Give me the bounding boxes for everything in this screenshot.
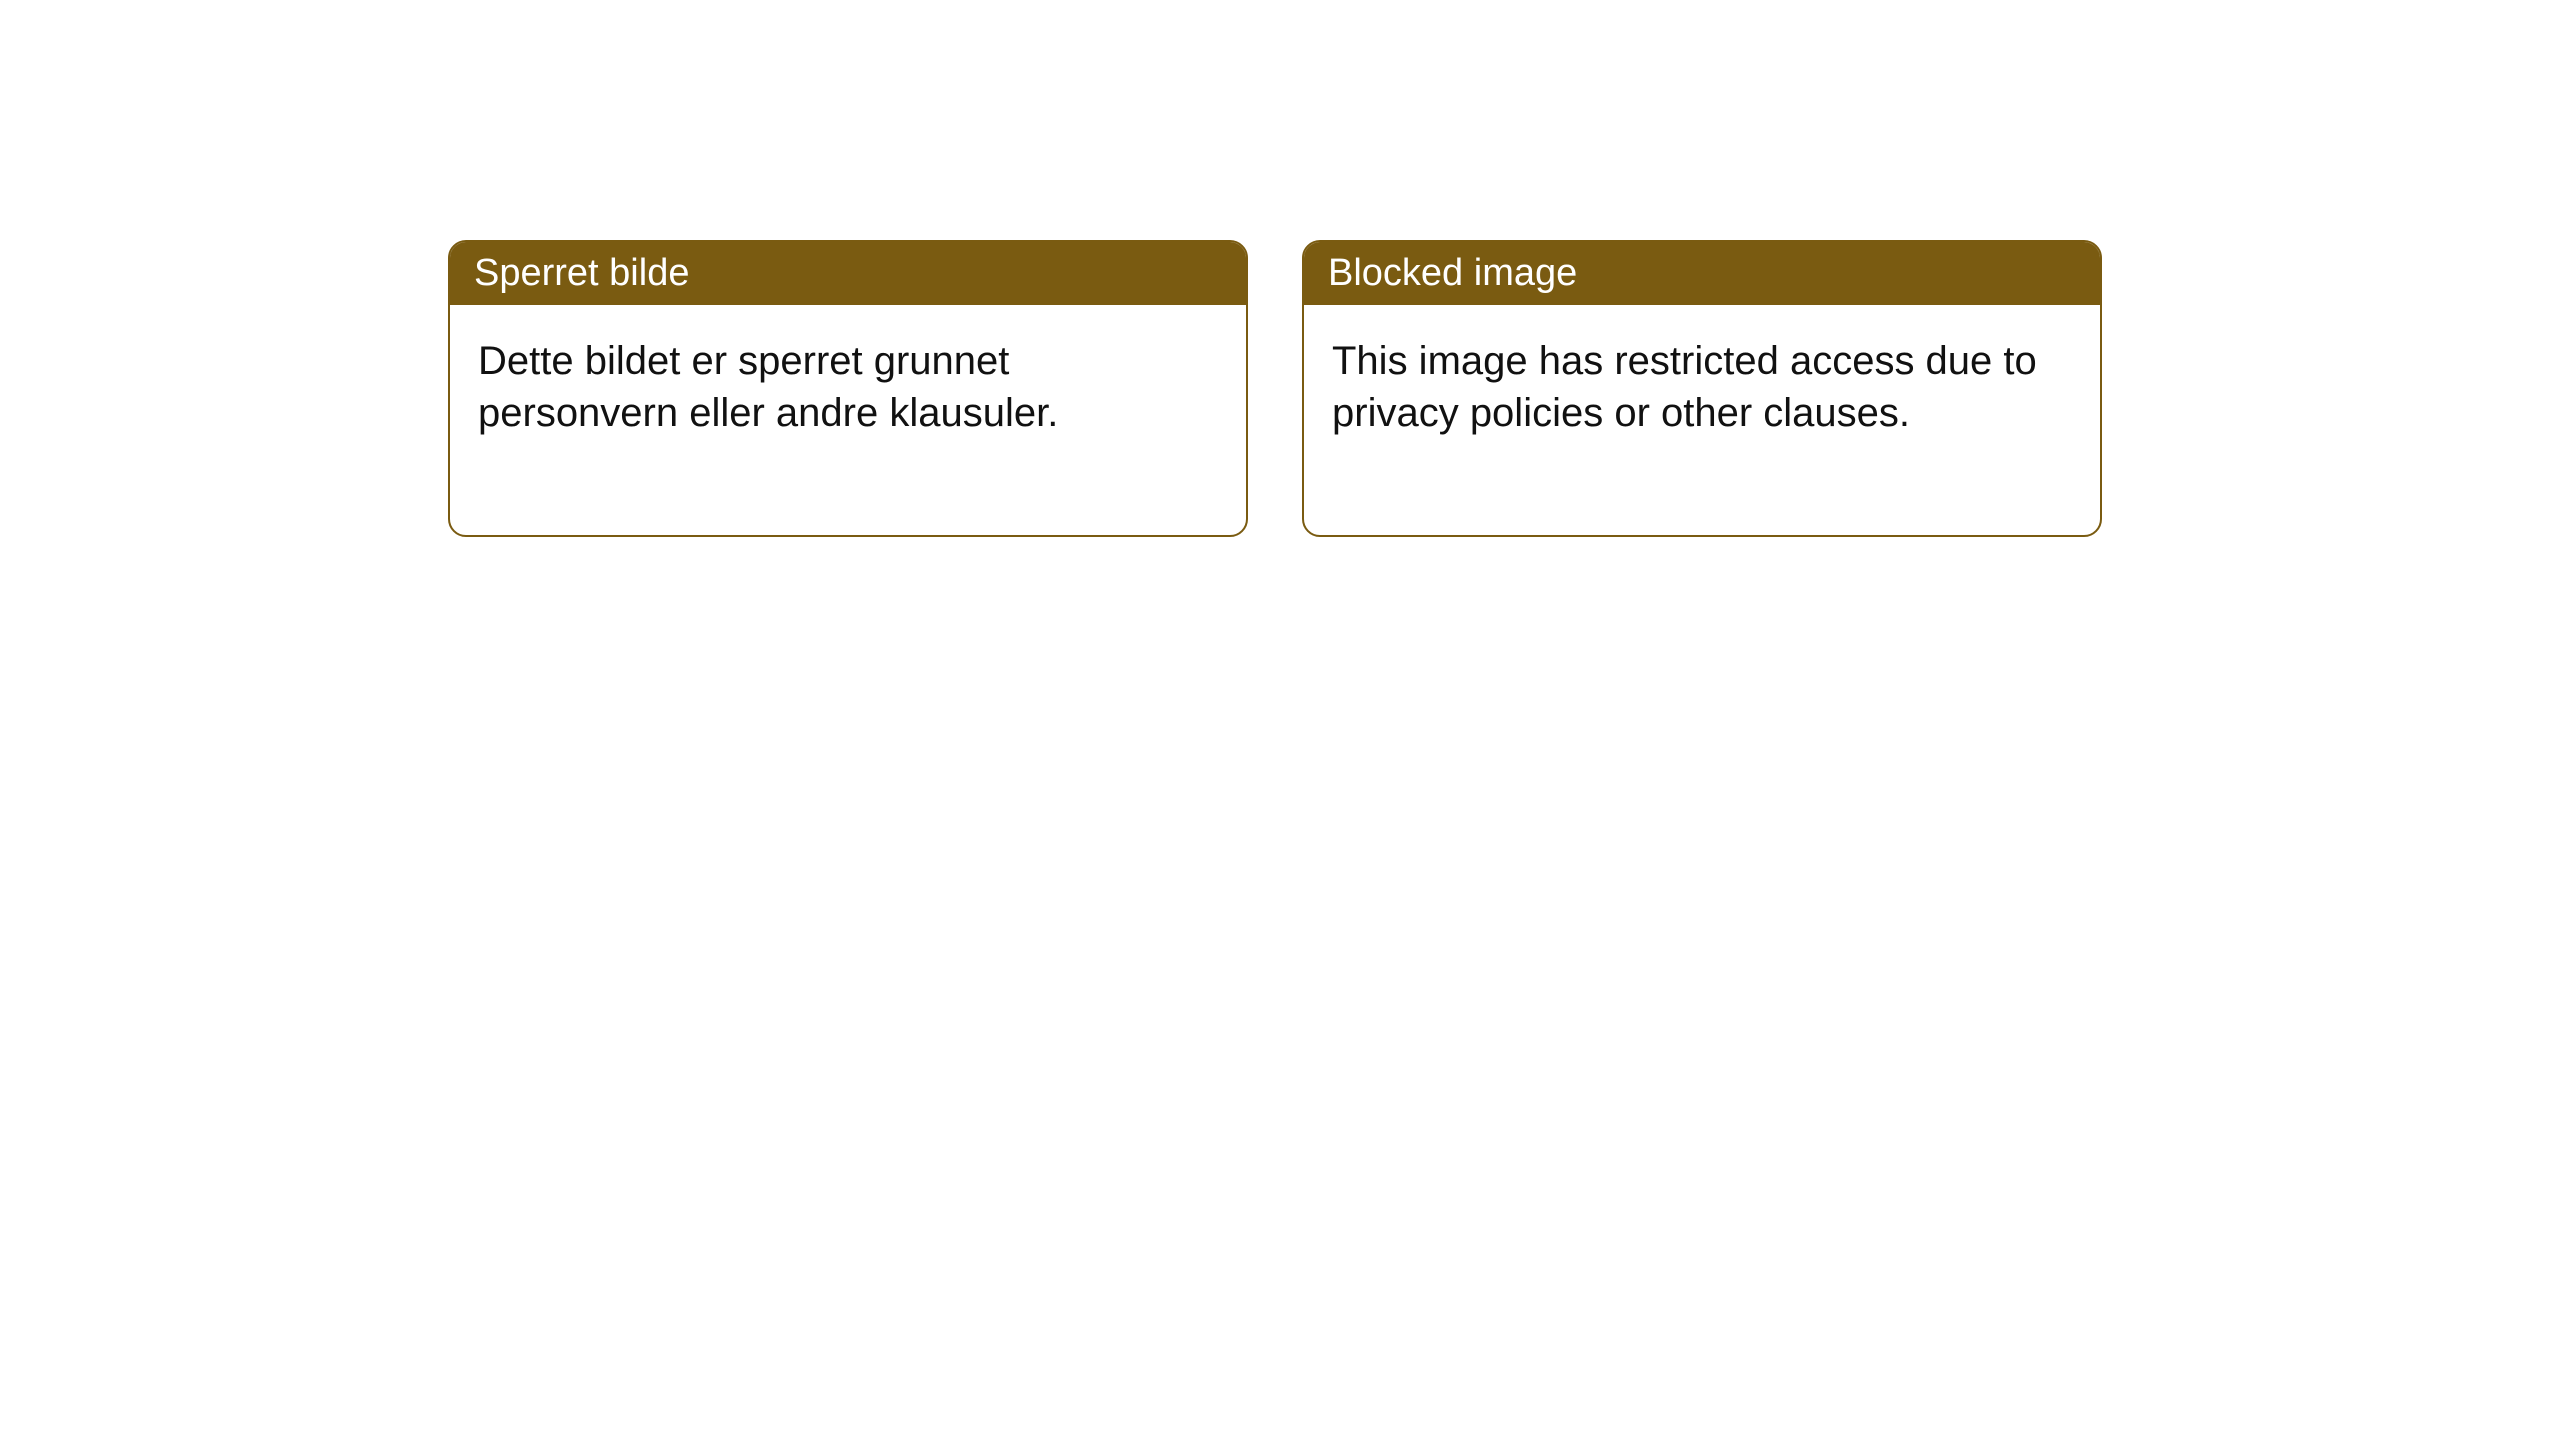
notice-body: Dette bildet er sperret grunnet personve… xyxy=(450,305,1246,535)
notice-card-english: Blocked image This image has restricted … xyxy=(1302,240,2102,537)
notice-card-norwegian: Sperret bilde Dette bildet er sperret gr… xyxy=(448,240,1248,537)
notice-container: Sperret bilde Dette bildet er sperret gr… xyxy=(448,240,2102,537)
notice-header: Sperret bilde xyxy=(450,242,1246,305)
notice-body: This image has restricted access due to … xyxy=(1304,305,2100,535)
notice-header: Blocked image xyxy=(1304,242,2100,305)
